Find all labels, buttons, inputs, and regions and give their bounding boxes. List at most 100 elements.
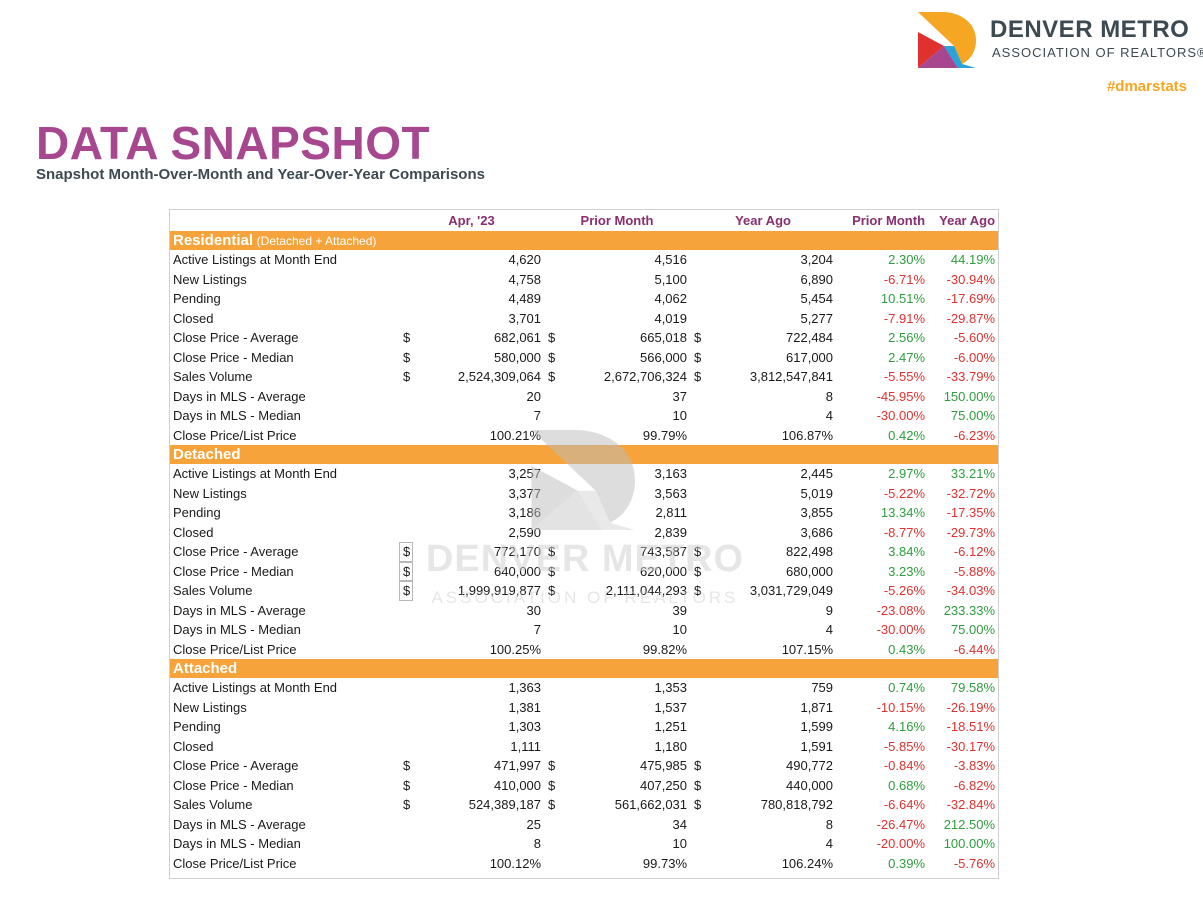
pct-change-prior-month: 2.97%: [888, 466, 926, 482]
currency-symbol: [544, 620, 558, 640]
prior-month-value: 2,839: [654, 524, 688, 540]
current-value: 410,000: [494, 777, 542, 793]
currency-symbol: $: [403, 758, 411, 774]
currency-symbol: [690, 484, 704, 504]
currency-symbol: [690, 289, 704, 309]
currency-symbol: $: [694, 544, 702, 560]
pct-change-year-ago: -5.88%: [953, 563, 996, 579]
pct-change-prior-month: -8.77%: [883, 524, 926, 540]
currency-symbol: $: [403, 349, 411, 365]
pct-change-prior-month: -7.91%: [883, 310, 926, 326]
table-row: New Listings 1,381 1,537 1,871 -10.15% -26.19…: [170, 698, 998, 718]
currency-symbol: [399, 309, 413, 329]
year-ago-value: 3,031,729,049: [749, 583, 834, 599]
brand-subtitle: ASSOCIATION OF REALTORS®: [992, 45, 1203, 60]
prior-month-value: 2,672,706,324: [603, 369, 688, 385]
currency-symbol: [690, 387, 704, 407]
currency-symbol: [544, 834, 558, 854]
pct-change-prior-month: 2.56%: [888, 330, 926, 346]
currency-symbol: $: [694, 583, 702, 599]
table-row: Pending 4,489 4,062 5,454 10.51% -17.69%: [170, 289, 998, 309]
section-note: (Detached + Attached): [256, 234, 377, 248]
table-row: Closed 1,111 1,180 1,591 -5.85% -30.17%: [170, 737, 998, 757]
current-value: 3,377: [508, 485, 542, 501]
table-row: Sales Volume $1,999,919,877 $2,111,044,293…: [170, 581, 998, 601]
currency-symbol: [690, 815, 704, 835]
metric-label: Closed: [173, 738, 214, 754]
prior-month-value: 1,251: [654, 719, 688, 735]
section-header-row: Detached: [170, 445, 999, 464]
pct-change-year-ago: -3.83%: [953, 758, 996, 774]
metric-label: Sales Volume: [173, 583, 253, 599]
currency-symbol: [399, 620, 413, 640]
currency-symbol: $: [403, 797, 411, 813]
currency-symbol: $: [403, 777, 411, 793]
current-value: 580,000: [494, 349, 542, 365]
prior-month-value: 4,062: [654, 291, 688, 307]
current-value: 3,701: [508, 310, 542, 326]
currency-symbol: $: [548, 330, 556, 346]
column-header-current: Apr, '23: [448, 213, 495, 228]
prior-month-value: 1,180: [654, 738, 688, 754]
currency-symbol: $: [548, 583, 556, 599]
metric-label: Closed: [173, 310, 214, 326]
table-row: Sales Volume $524,389,187 $561,662,031 $780…: [170, 795, 998, 815]
metric-label: Days in MLS - Median: [173, 836, 301, 852]
currency-symbol: [690, 406, 704, 426]
currency-symbol: [544, 289, 558, 309]
pct-change-prior-month: 3.84%: [888, 544, 926, 560]
table-header-row: Apr, '23 Prior Month Year Ago Prior Mont…: [170, 210, 998, 231]
currency-symbol: [399, 737, 413, 757]
section-header-row: Residential (Detached + Attached): [170, 231, 999, 250]
year-ago-value: 4: [825, 408, 834, 424]
currency-symbol: [399, 698, 413, 718]
currency-symbol: [399, 406, 413, 426]
prior-month-value: 1,353: [654, 680, 688, 696]
year-ago-value: 490,772: [786, 758, 834, 774]
pct-change-prior-month: -5.55%: [883, 369, 926, 385]
section-title: Detached: [173, 446, 241, 463]
metric-label: Close Price/List Price: [173, 855, 297, 871]
currency-symbol: [690, 250, 704, 270]
currency-symbol: [399, 289, 413, 309]
pct-change-prior-month: -45.95%: [876, 388, 926, 404]
metric-label: Closed: [173, 524, 214, 540]
table-row: Days in MLS - Median 7 10 4 -30.00% 75.00%: [170, 620, 998, 640]
prior-month-value: 10: [672, 622, 688, 638]
pct-change-year-ago: 212.50%: [943, 816, 996, 832]
pct-change-year-ago: 233.33%: [943, 602, 996, 618]
currency-symbol: [399, 387, 413, 407]
pct-change-prior-month: -5.22%: [883, 485, 926, 501]
currency-symbol: [544, 640, 558, 660]
pct-change-prior-month: -6.71%: [883, 271, 926, 287]
metric-label: Close Price - Median: [173, 563, 294, 579]
current-value: 1,381: [508, 699, 542, 715]
pct-change-year-ago: -30.94%: [946, 271, 996, 287]
currency-symbol: [544, 309, 558, 329]
pct-change-prior-month: -0.84%: [883, 758, 926, 774]
pct-change-year-ago: -6.12%: [953, 544, 996, 560]
table-row: Active Listings at Month End 4,620 4,516 3,…: [170, 250, 998, 270]
currency-symbol: [399, 270, 413, 290]
currency-symbol: $: [548, 544, 556, 560]
metric-label: New Listings: [173, 485, 247, 501]
current-value: 2,590: [508, 524, 542, 540]
currency-symbol: [544, 484, 558, 504]
currency-symbol: [544, 678, 558, 698]
table-row: Close Price - Median $580,000 $566,000 $617…: [170, 348, 998, 368]
currency-symbol: $: [548, 349, 556, 365]
pct-change-year-ago: 33.21%: [950, 466, 996, 482]
prior-month-value: 4,516: [654, 252, 688, 268]
currency-symbol: [399, 834, 413, 854]
current-value: 100.12%: [489, 855, 542, 871]
pct-change-year-ago: -33.79%: [946, 369, 996, 385]
table-row: Days in MLS - Median 7 10 4 -30.00% 75.00%: [170, 406, 998, 426]
current-value: 7: [533, 622, 542, 638]
column-header-prior-month: Prior Month: [580, 213, 654, 228]
prior-month-value: 10: [672, 408, 688, 424]
metric-label: New Listings: [173, 271, 247, 287]
currency-symbol: [690, 678, 704, 698]
currency-symbol: [399, 426, 413, 446]
pct-change-prior-month: -26.47%: [876, 816, 926, 832]
metric-label: Close Price/List Price: [173, 641, 297, 657]
